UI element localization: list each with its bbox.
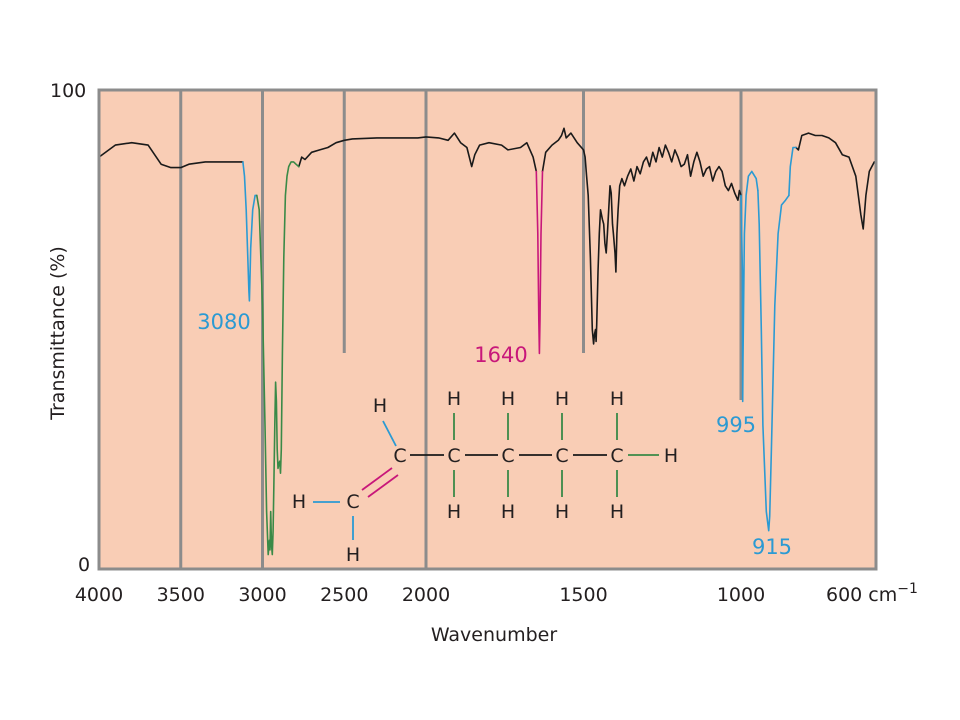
x-tick-label-1500: 1500 xyxy=(559,584,607,606)
atom-carbon: C xyxy=(610,445,623,467)
x-tick-label-2500: 2500 xyxy=(320,584,368,606)
spectrum-segment-blue xyxy=(740,170,759,403)
atom-h-right: H xyxy=(664,445,678,467)
atom-carbon: C xyxy=(447,445,460,467)
x-tick-unit-superscript: −1 xyxy=(897,581,918,597)
bond xyxy=(367,474,399,498)
atom-h-left: H xyxy=(292,491,306,513)
spectrum-segment-black xyxy=(297,132,538,173)
atom-h-top: H xyxy=(373,395,387,417)
atom-h-bottom: H xyxy=(447,501,461,523)
atom-h-bottom-vinyl: H xyxy=(346,544,360,566)
molecular-structure-1-hexene: H H H H H C C C C C C H H H H H H H xyxy=(292,388,678,566)
atom-carbon: C xyxy=(501,445,514,467)
peak-label-915: 915 xyxy=(752,535,792,559)
peak-label-995: 995 xyxy=(716,413,756,437)
atom-h-top: H xyxy=(501,388,515,410)
x-tick-label-4000: 4000 xyxy=(75,584,123,606)
x-tick-label-2000: 2000 xyxy=(402,584,450,606)
atom-h-bottom: H xyxy=(555,501,569,523)
plot-area xyxy=(99,90,876,569)
spectrum-segment-black xyxy=(795,132,877,230)
atom-h-bottom: H xyxy=(501,501,515,523)
spectrum-segment-black xyxy=(98,141,244,169)
x-tick-label-3000: 3000 xyxy=(238,584,286,606)
spectrum-traces xyxy=(98,127,877,556)
peak-annotations: 3080 1640 995 915 xyxy=(197,310,792,559)
x-axis-label: Wavenumber xyxy=(431,624,557,646)
spectrum-segment-blue xyxy=(788,146,797,197)
spectrum-segment-magenta xyxy=(535,170,544,355)
y-axis-label: Transmittance (%) xyxy=(47,246,69,421)
x-tick-label-3500: 3500 xyxy=(157,584,205,606)
bond xyxy=(361,467,393,491)
peak-label-3080: 3080 xyxy=(197,310,250,334)
spectrum-segment-blue xyxy=(242,161,258,302)
plot-frame xyxy=(97,88,878,571)
x-tick-label-1000: 1000 xyxy=(717,584,765,606)
atom-h-bottom: H xyxy=(610,501,624,523)
atom-h-top: H xyxy=(610,388,624,410)
atom-h-top: H xyxy=(555,388,569,410)
spectrum-segment-blue xyxy=(757,189,790,532)
spectrum-segment-black xyxy=(541,127,742,345)
structure-bonds xyxy=(313,413,659,540)
bond xyxy=(382,420,397,447)
y-tick-label-0: 0 xyxy=(78,554,90,576)
atom-carbon: C xyxy=(346,491,359,513)
spectrum-segment-green xyxy=(255,161,300,556)
atom-carbon: C xyxy=(555,445,568,467)
atom-h-top: H xyxy=(447,388,461,410)
y-tick-label-100: 100 xyxy=(50,80,86,102)
atom-carbon: C xyxy=(393,445,406,467)
peak-label-1640: 1640 xyxy=(474,343,527,367)
x-tick-label-600: 600 cm−1 xyxy=(826,581,918,606)
